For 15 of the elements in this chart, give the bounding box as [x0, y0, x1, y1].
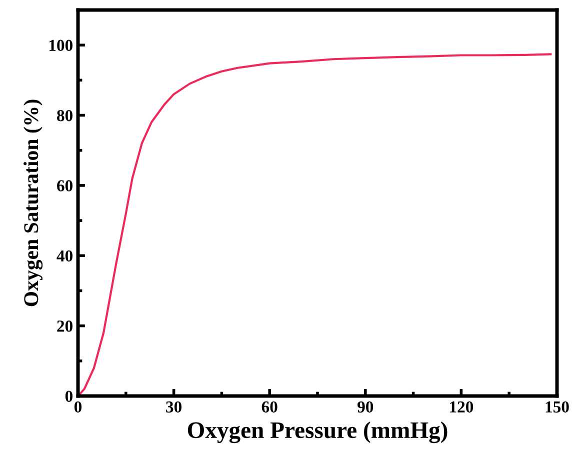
y-tick-label: 0 — [65, 390, 73, 402]
x-tick-label: 30 — [166, 401, 182, 413]
line-series — [78, 53, 552, 396]
x-tick-label: 150 — [546, 401, 569, 413]
x-axis-title: Oxygen Pressure (mmHg) — [188, 422, 448, 444]
y-tick-label: 80 — [57, 110, 73, 122]
y-axis-title: Oxygen Saturation (%) — [24, 100, 43, 306]
y-tick-label: 40 — [56, 250, 73, 262]
x-tick-label: 60 — [262, 401, 278, 413]
y-tick-label: 20 — [57, 320, 73, 332]
y-tick-label: 100 — [49, 40, 73, 52]
x-tick-label: 0 — [74, 401, 82, 413]
y-tick-label: 60 — [57, 180, 73, 192]
x-tick-label: 90 — [358, 401, 374, 413]
x-tick-label: 120 — [450, 401, 474, 413]
